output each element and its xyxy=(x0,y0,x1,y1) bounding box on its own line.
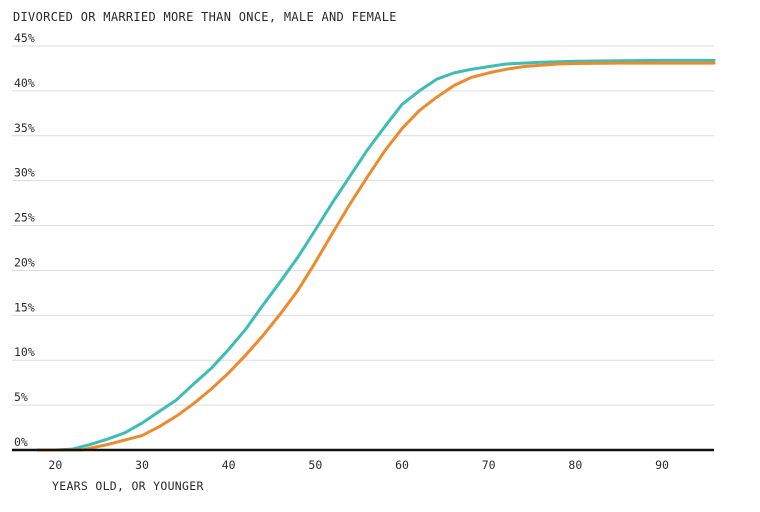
y-tick-label: 5% xyxy=(14,390,28,404)
x-tick-label: 30 xyxy=(135,458,149,472)
x-axis-tick-labels: 20 30 40 50 60 70 80 90 xyxy=(48,458,669,472)
series-lines xyxy=(36,58,716,452)
y-tick-label: 45% xyxy=(14,31,35,45)
y-tick-label: 35% xyxy=(14,121,35,135)
y-tick-label: 15% xyxy=(14,300,35,314)
x-tick-label: 80 xyxy=(568,458,582,472)
y-tick-label: 40% xyxy=(14,76,35,90)
x-tick-label: 40 xyxy=(222,458,236,472)
y-gridlines xyxy=(12,45,714,406)
x-tick-label: 70 xyxy=(482,458,496,472)
chart-title: DIVORCED OR MARRIED MORE THAN ONCE, MALE… xyxy=(13,10,397,24)
x-axis-label: YEARS OLD, OR YOUNGER xyxy=(52,479,204,493)
series-line-2 xyxy=(36,61,716,452)
y-tick-label: 25% xyxy=(14,211,35,225)
x-tick-label: 20 xyxy=(48,458,62,472)
y-tick-label: 20% xyxy=(14,255,35,269)
y-tick-label: 0% xyxy=(14,435,28,449)
x-tick-label: 50 xyxy=(308,458,322,472)
x-tick-label: 90 xyxy=(655,458,669,472)
y-tick-label: 10% xyxy=(14,345,35,359)
x-tick-label: 60 xyxy=(395,458,409,472)
y-axis-tick-labels: 0% 5% 10% 15% 20% 25% 30% 35% 40% 45% xyxy=(14,31,35,449)
y-tick-label: 30% xyxy=(14,166,35,180)
series-line-1 xyxy=(36,58,716,452)
